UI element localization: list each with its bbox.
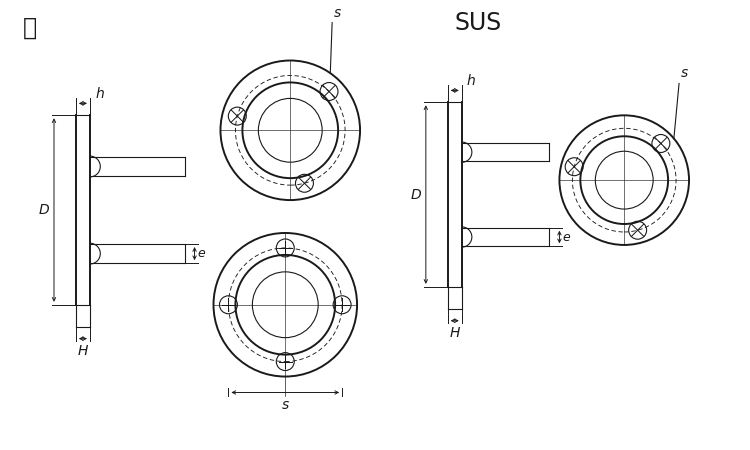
Text: D: D (38, 203, 49, 217)
Text: e: e (562, 230, 570, 243)
Text: H: H (78, 344, 88, 358)
Text: s: s (282, 398, 289, 413)
Text: SUS: SUS (454, 11, 502, 35)
Text: 鉄: 鉄 (23, 16, 38, 40)
Text: h: h (466, 74, 476, 88)
Text: h: h (96, 87, 104, 101)
Text: D: D (410, 188, 421, 202)
Text: s: s (334, 6, 341, 20)
Text: s: s (681, 67, 688, 81)
Text: H: H (449, 326, 460, 340)
Text: e: e (197, 247, 206, 260)
